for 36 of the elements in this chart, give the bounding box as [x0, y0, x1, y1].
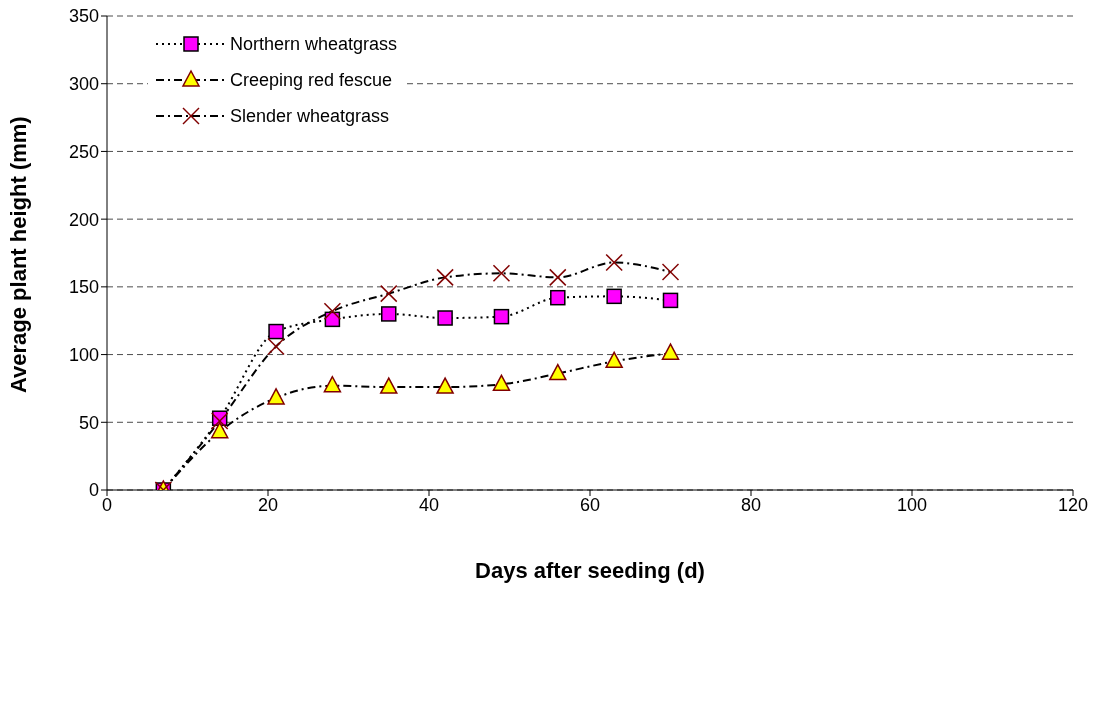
point	[436, 377, 454, 394]
y-tick-label: 50	[78, 412, 99, 433]
legend-label: Slender wheatgrass	[230, 105, 390, 127]
point	[323, 375, 342, 393]
legend-label: Creeping red fescue	[230, 69, 393, 91]
x-tick-label: 40	[418, 494, 440, 515]
y-tick-label: 150	[68, 277, 99, 298]
point	[662, 292, 679, 309]
point	[492, 374, 511, 392]
x-tick-label: 0	[101, 494, 113, 515]
y-tick-label: 350	[68, 6, 99, 27]
point	[606, 288, 622, 305]
legend-label: Northern wheatgrass	[230, 33, 398, 55]
y-tick-label: 0	[88, 480, 99, 501]
y-tick-label: 200	[68, 209, 99, 230]
point	[605, 351, 623, 369]
x-tick-label: 100	[896, 494, 928, 515]
point	[661, 343, 680, 360]
x-axis-title: Days after seeding (d)	[475, 558, 705, 583]
point	[267, 388, 285, 405]
point	[550, 289, 566, 306]
x-tick-label: 20	[257, 494, 279, 515]
point	[268, 323, 284, 340]
y-tick-label: 100	[68, 344, 99, 365]
x-tick-label: 120	[1057, 494, 1089, 515]
point	[381, 306, 397, 322]
x-tick-label: 80	[740, 494, 762, 515]
point	[549, 363, 567, 381]
y-axis-title: Average plant height (mm)	[5, 116, 31, 393]
x-tick-label: 60	[579, 494, 601, 515]
point	[437, 310, 453, 326]
y-tick-label: 250	[68, 141, 99, 162]
point	[493, 308, 510, 325]
point	[210, 422, 229, 439]
y-tick-label: 300	[68, 74, 99, 95]
point	[380, 377, 398, 394]
